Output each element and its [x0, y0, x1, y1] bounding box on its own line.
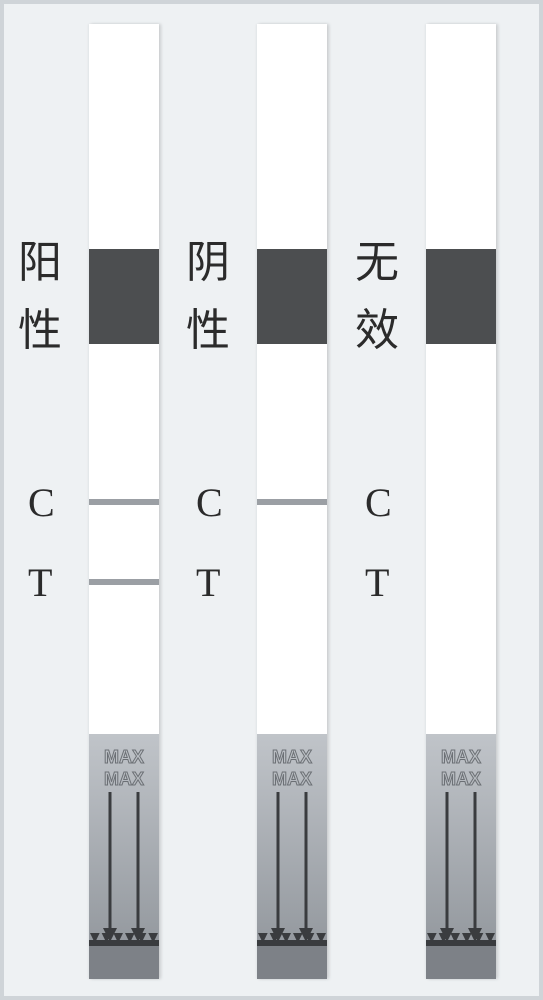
result-label-2: 无效	[355, 229, 399, 365]
max-text-row: MAX	[89, 746, 159, 768]
flow-arrows	[89, 792, 159, 942]
t-label-2: T	[365, 559, 389, 606]
bottom-band	[426, 946, 496, 979]
top-dark-band	[426, 249, 496, 344]
flow-arrows	[426, 792, 496, 942]
svg-text:MAX: MAX	[104, 769, 144, 789]
test-strip-0: MAX MAX	[89, 24, 159, 979]
sample-pad: MAX MAX	[426, 734, 496, 979]
test-strip-2: MAX MAX	[426, 24, 496, 979]
diagram-frame: 阳性CT MAX MAX 阴性CT MAX MAX 无效CT MAX MAX	[0, 0, 543, 1000]
max-text-row: MAX	[89, 768, 159, 790]
triangle-indicator-row	[426, 930, 496, 940]
triangle-indicator-row	[257, 930, 327, 940]
triangle-indicator-row	[89, 930, 159, 940]
bottom-band	[89, 946, 159, 979]
c-line	[89, 499, 159, 505]
sample-pad: MAX MAX	[89, 734, 159, 979]
svg-text:MAX: MAX	[441, 747, 481, 767]
test-strip-1: MAX MAX	[257, 24, 327, 979]
svg-text:MAX: MAX	[272, 769, 312, 789]
c-label-2: C	[365, 479, 392, 526]
t-label-1: T	[196, 559, 220, 606]
max-text-row: MAX	[426, 746, 496, 768]
sample-pad: MAX MAX	[257, 734, 327, 979]
down-arrow-icon	[468, 792, 482, 942]
t-label-0: T	[28, 559, 52, 606]
max-text-row: MAX	[257, 768, 327, 790]
result-label-1: 阴性	[186, 229, 230, 365]
c-label-0: C	[28, 479, 55, 526]
max-text-row: MAX	[426, 768, 496, 790]
t-line	[89, 579, 159, 585]
down-arrow-icon	[103, 792, 117, 942]
down-arrow-icon	[131, 792, 145, 942]
svg-text:MAX: MAX	[272, 747, 312, 767]
flow-arrows	[257, 792, 327, 942]
top-dark-band	[89, 249, 159, 344]
down-arrow-icon	[271, 792, 285, 942]
c-label-1: C	[196, 479, 223, 526]
max-text-row: MAX	[257, 746, 327, 768]
c-line	[257, 499, 327, 505]
down-arrow-icon	[440, 792, 454, 942]
result-label-0: 阳性	[18, 229, 62, 365]
svg-text:MAX: MAX	[441, 769, 481, 789]
top-dark-band	[257, 249, 327, 344]
svg-text:MAX: MAX	[104, 747, 144, 767]
down-arrow-icon	[299, 792, 313, 942]
bottom-band	[257, 946, 327, 979]
